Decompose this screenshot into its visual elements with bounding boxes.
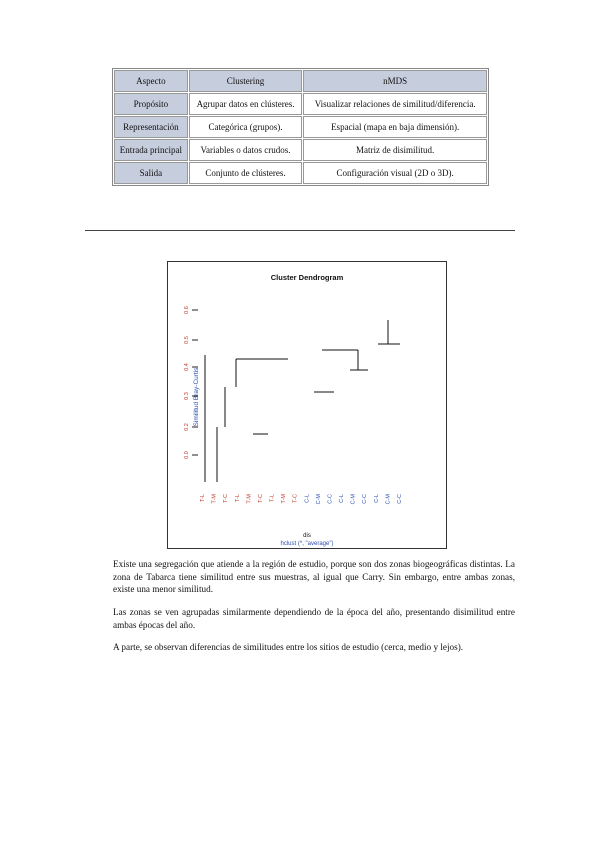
y-tick-label: 0.6 bbox=[184, 306, 190, 314]
leaf-label: T-C bbox=[258, 494, 264, 503]
dendrogram-figure: Cluster Dendrogram Similitud Bray-Curtis… bbox=[167, 261, 447, 549]
y-axis-label: Similitud Bray-Curtis bbox=[193, 367, 200, 427]
leaf-label: T-C bbox=[223, 494, 229, 503]
paragraph: Existe una segregación que atiende a la … bbox=[113, 559, 515, 594]
y-tick-label: 0.5 bbox=[184, 336, 190, 344]
chart-title: Cluster Dendrogram bbox=[271, 273, 344, 282]
leaf-label: C-C bbox=[397, 494, 403, 504]
table-cell: Agrupar datos en clústeres. bbox=[188, 93, 303, 115]
header-cell: Aspecto bbox=[114, 70, 188, 92]
table-header-row: Aspecto Clustering nMDS bbox=[114, 70, 487, 92]
table-cell: Configuración visual (2D o 3D). bbox=[303, 162, 487, 184]
leaf-label: C-C bbox=[328, 494, 334, 504]
y-tick-label: 0.4 bbox=[184, 363, 190, 371]
x-axis-label: dis bbox=[303, 533, 311, 539]
comparison-table: Aspecto Clustering nMDS Propósito Agrupa… bbox=[112, 68, 489, 186]
row-label-cell: Salida bbox=[114, 162, 188, 184]
y-tick-label: 0.2 bbox=[184, 423, 190, 431]
leaf-label: T-M bbox=[246, 494, 252, 504]
header-cell: nMDS bbox=[303, 70, 487, 92]
table-cell: Matriz de disimilitud. bbox=[303, 139, 487, 161]
leaf-label: T-L bbox=[200, 494, 206, 502]
row-label-cell: Propósito bbox=[114, 93, 188, 115]
leaf-label: T-L bbox=[270, 494, 276, 502]
row-label-cell: Representación bbox=[114, 116, 188, 138]
leaf-label: C-L bbox=[339, 494, 345, 503]
table-cell: Conjunto de clústeres. bbox=[188, 162, 303, 184]
table-row: Salida Conjunto de clústeres. Configurac… bbox=[114, 162, 487, 184]
leaf-label: T-C bbox=[293, 494, 299, 503]
table-cell: Categórica (grupos). bbox=[188, 116, 303, 138]
table-cell: Espacial (mapa en baja dimensión). bbox=[303, 116, 487, 138]
leaf-label: C-M bbox=[385, 494, 391, 505]
table-row: Representación Categórica (grupos). Espa… bbox=[114, 116, 487, 138]
dendrogram-svg: Cluster Dendrogram Similitud Bray-Curtis… bbox=[184, 273, 403, 547]
y-tick-label: 0.0 bbox=[184, 451, 190, 459]
leaf-label: C-M bbox=[316, 494, 322, 505]
paragraph: Las zonas se ven agrupadas similarmente … bbox=[113, 607, 515, 630]
horizontal-divider bbox=[85, 230, 515, 231]
paragraph: A parte, se observan diferencias de simi… bbox=[113, 642, 464, 652]
x-axis-sublabel: hclust (*, "average") bbox=[281, 541, 334, 547]
table-cell: Visualizar relaciones de similitud/difer… bbox=[303, 93, 487, 115]
leaf-label: C-L bbox=[304, 494, 310, 503]
leaf-label: T-M bbox=[212, 494, 218, 504]
leaf-label: C-L bbox=[374, 494, 380, 503]
leaf-label: T-M bbox=[281, 494, 287, 504]
table-cell: Variables o datos crudos. bbox=[188, 139, 303, 161]
row-label-cell: Entrada principal bbox=[114, 139, 188, 161]
leaf-label: C-M bbox=[351, 494, 357, 505]
leaf-label: T-L bbox=[235, 494, 241, 502]
leaf-label: C-C bbox=[362, 494, 368, 504]
y-tick-label: 0.3 bbox=[184, 392, 190, 400]
header-cell: Clustering bbox=[188, 70, 303, 92]
table-row: Entrada principal Variables o datos crud… bbox=[114, 139, 487, 161]
table-row: Propósito Agrupar datos en clústeres. Vi… bbox=[114, 93, 487, 115]
